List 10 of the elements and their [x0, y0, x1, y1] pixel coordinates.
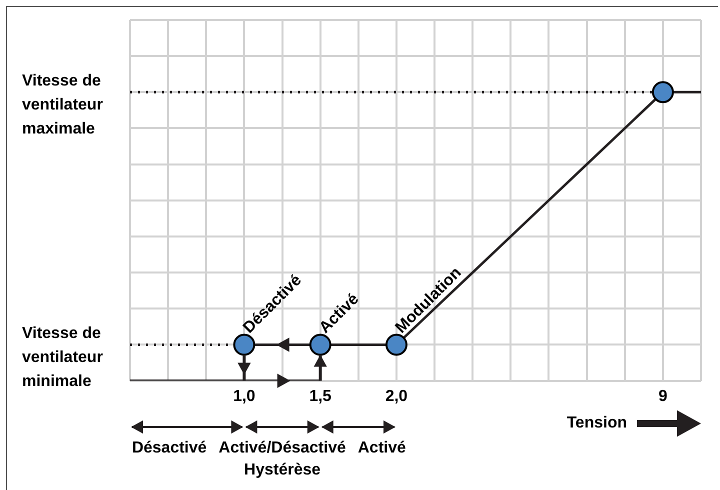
text: Vitesse de ventilateur minimale: [22, 325, 103, 390]
text: Activé/Désactivé Hystérèse: [218, 439, 346, 478]
x-axis-title: Tension: [566, 414, 627, 432]
x-tick-label: 1,0: [233, 388, 256, 405]
x-tick-label: 2,0: [385, 388, 408, 405]
x-tick-label: 1,5: [309, 388, 332, 405]
text: Désactivé: [132, 439, 207, 456]
text: Vitesse de ventilateur maximale: [22, 72, 103, 138]
text: Activé: [358, 439, 406, 456]
x-tick-label: 9: [658, 388, 668, 405]
